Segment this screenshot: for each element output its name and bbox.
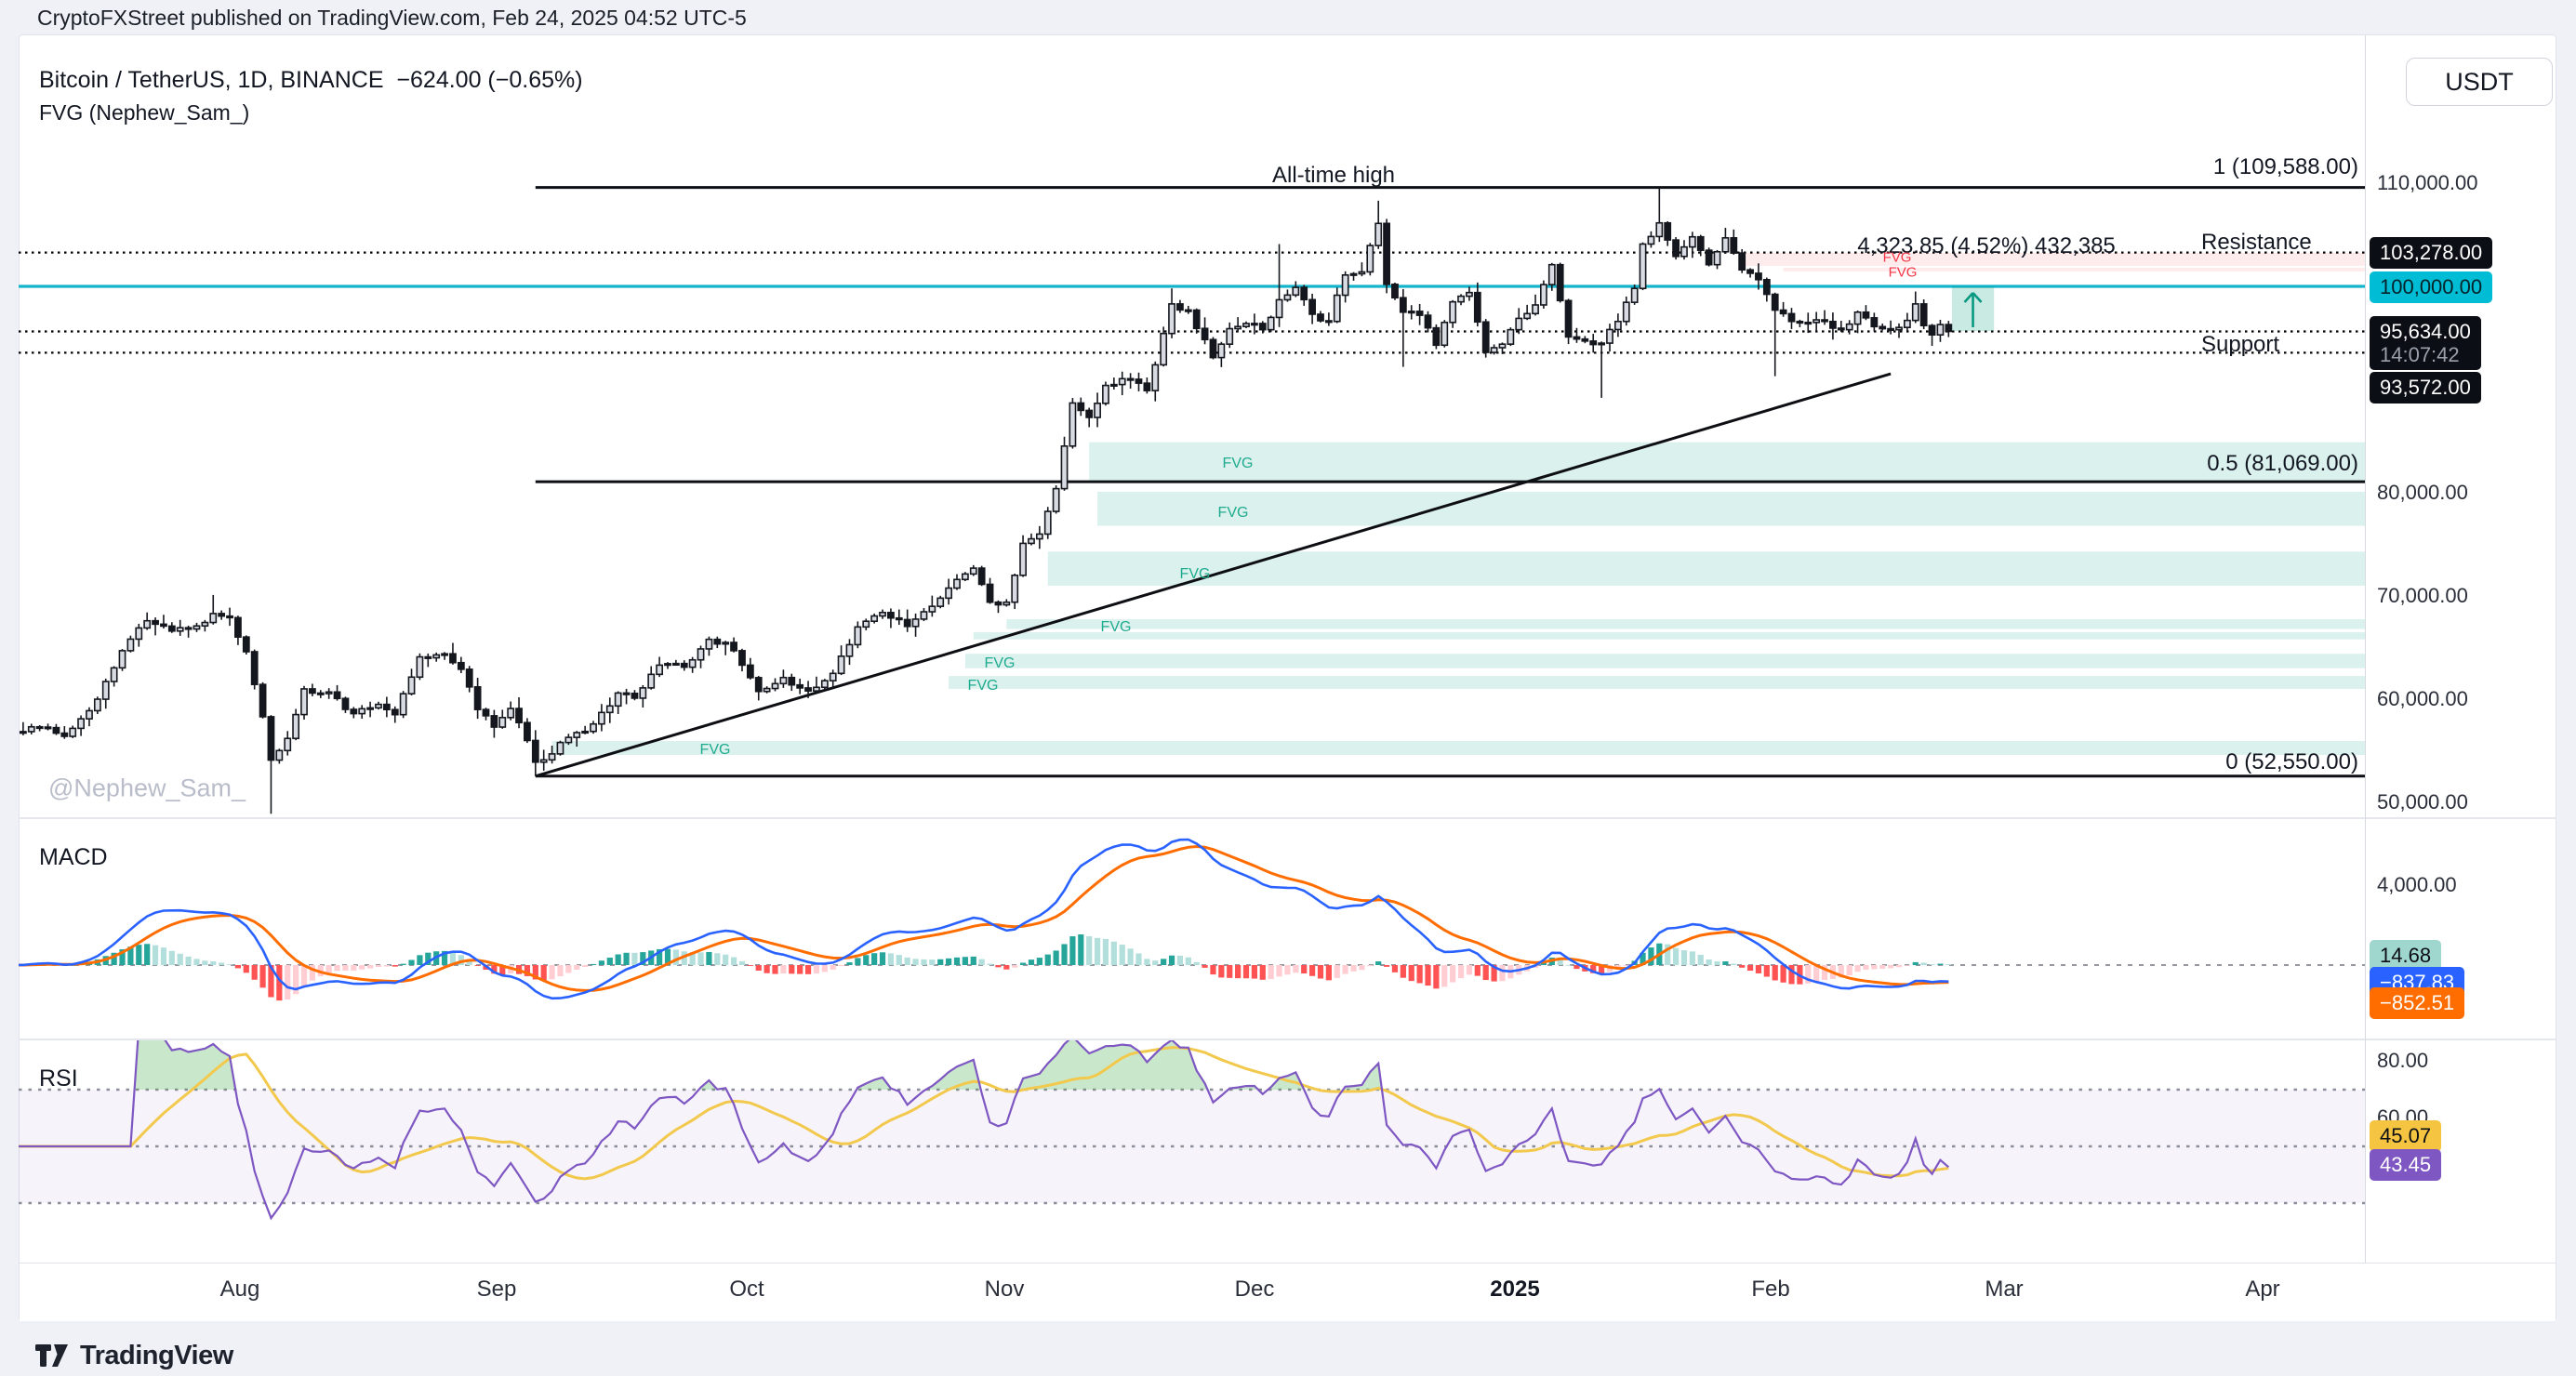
all-time-high-label: All-time high [1271,163,1396,188]
countdown-timer: 14:07:42 [2380,343,2460,366]
fvg-label-bullish: FVG [1217,505,1249,521]
price-badge[interactable]: 103,278.00 [2370,237,2493,269]
price-badge[interactable]: 100,000.00 [2370,271,2493,303]
fib-label-1[interactable]: 0.5 (81,069.00) [2207,451,2358,476]
time-tick-aug[interactable]: Aug [219,1277,260,1302]
measure-label[interactable]: 4,323.85 (4.52%) 432,385 [1857,233,2116,258]
pane-divider-main-macd[interactable] [20,817,2556,819]
scale-label: 60,000.00 [2377,687,2468,710]
symbol-name: Bitcoin / TetherUS, 1D, BINANCE [39,67,384,93]
support-label: Support [2201,332,2280,357]
tradingview-footer[interactable]: TradingView [33,1337,233,1374]
fvg-label-bearish: FVG [1882,249,1912,266]
fvg-label-bullish: FVG [1222,456,1254,471]
currency-button[interactable]: USDT [2406,58,2553,106]
author-watermark: @Nephew_Sam_ [48,774,246,802]
time-axis[interactable]: Aug Sep Oct Nov Dec 2025 Feb Mar Apr [20,1263,2556,1321]
scale-label: 80,000.00 [2377,481,2468,504]
scale-label: 70,000.00 [2377,584,2468,607]
fib-label-2[interactable]: 0 (52,550.00) [2225,749,2358,774]
time-tick-2025[interactable]: 2025 [1490,1277,1540,1302]
current-price-badge[interactable]: 95,634.00 14:07:42 [2370,316,2481,370]
scale-label: 4,000.00 [2377,873,2457,896]
published-bar: CryptoFXStreet published on TradingView.… [37,6,747,30]
rsi-pane-label[interactable]: RSI [39,1065,78,1092]
symbol-change: −624.00 (−0.65%) [396,67,583,93]
resistance-label: Resistance [2201,230,2312,255]
price-badge[interactable]: 45.07 [2370,1120,2442,1152]
scale-label: 80.00 [2377,1049,2429,1072]
time-tick-nov[interactable]: Nov [984,1277,1025,1302]
fib-label-0[interactable]: 1 (109,588.00) [2212,154,2358,179]
scale-label: 50,000.00 [2377,790,2468,814]
time-tick-mar[interactable]: Mar [1985,1277,2024,1302]
pane-divider-macd-rsi[interactable] [20,1039,2556,1040]
tradingview-logo-text: TradingView [80,1340,233,1370]
time-tick-apr[interactable]: Apr [2245,1277,2280,1302]
current-price-value: 95,634.00 [2380,320,2471,343]
fvg-label-bullish: FVG [1100,619,1132,635]
symbol-title[interactable]: Bitcoin / TetherUS, 1D, BINANCE −624.00 … [39,67,583,94]
time-tick-feb[interactable]: Feb [1751,1277,1790,1302]
fvg-label-bullish: FVG [699,742,731,758]
fvg-label-bullish: FVG [984,655,1016,671]
scale-label: 110,000.00 [2377,171,2478,194]
time-tick-sep[interactable]: Sep [476,1277,517,1302]
fvg-label-bearish: FVG [1888,264,1918,281]
price-badge[interactable]: 14.68 [2370,940,2442,972]
price-badge[interactable]: 43.45 [2370,1149,2442,1181]
time-tick-oct[interactable]: Oct [729,1277,764,1302]
study-title-fvg[interactable]: FVG (Nephew_Sam_) [39,100,250,125]
macd-pane-label[interactable]: MACD [39,844,108,870]
time-tick-dec[interactable]: Dec [1234,1277,1275,1302]
price-badge[interactable]: −852.51 [2370,987,2465,1019]
fvg-label-bullish: FVG [967,678,999,694]
fvg-label-bullish: FVG [1179,566,1211,582]
price-scale-divider[interactable] [2365,35,2366,1263]
price-badge[interactable]: 93,572.00 [2370,372,2481,404]
chart-widget [19,34,2556,1321]
tradingview-logo-icon [35,1344,68,1367]
